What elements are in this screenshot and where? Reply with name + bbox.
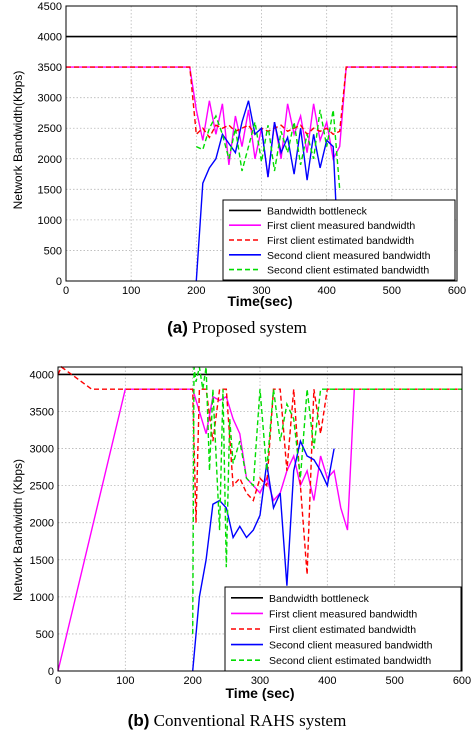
x-tick-label: 600 bbox=[448, 285, 466, 297]
caption-a-text: Proposed system bbox=[192, 318, 307, 337]
caption-b-text: Conventional RAHS system bbox=[153, 711, 347, 730]
legend-label: Bandwidth bottleneck bbox=[267, 205, 368, 217]
legend-label: Second client measured bandwidth bbox=[267, 250, 431, 262]
x-tick-label: 300 bbox=[251, 675, 269, 687]
legend-label: Second client measured bandwidth bbox=[269, 640, 433, 652]
x-tick-label: 300 bbox=[252, 285, 270, 297]
y-tick-label: 4000 bbox=[30, 369, 54, 381]
x-tick-label: 200 bbox=[187, 285, 205, 297]
legend-label: First client measured bandwidth bbox=[267, 220, 415, 232]
x-tick-label: 400 bbox=[318, 675, 336, 687]
x-tick-label: 0 bbox=[63, 285, 69, 297]
y-tick-label: 2500 bbox=[30, 481, 54, 493]
y-tick-label: 4000 bbox=[38, 32, 62, 44]
x-tick-label: 200 bbox=[183, 675, 201, 687]
series-line-second-estimated bbox=[196, 109, 341, 190]
y-tick-label: 1000 bbox=[30, 592, 54, 604]
legend-label: First client estimated bandwidth bbox=[267, 235, 414, 247]
y-tick-label: 2000 bbox=[38, 154, 62, 166]
y-tick-label: 1000 bbox=[38, 215, 62, 227]
y-tick-label: 500 bbox=[44, 245, 62, 257]
y-tick-label: 2500 bbox=[38, 123, 62, 135]
x-tick-label: 500 bbox=[383, 285, 401, 297]
x-tick-label: 600 bbox=[453, 675, 471, 687]
x-tick-label: 500 bbox=[385, 675, 403, 687]
y-tick-label: 1500 bbox=[30, 555, 54, 567]
y-tick-label: 500 bbox=[36, 629, 54, 641]
legend-box bbox=[222, 199, 456, 281]
y-tick-label: 3500 bbox=[30, 406, 54, 418]
x-tick-label: 100 bbox=[122, 285, 140, 297]
legend-label: Second client estimated bandwidth bbox=[267, 265, 429, 277]
series-line-second-measured bbox=[192, 438, 335, 672]
chart-b-xlabel: Time (sec) bbox=[226, 685, 295, 701]
series-line-first-estimated bbox=[57, 365, 462, 575]
y-tick-label: 3000 bbox=[38, 93, 62, 105]
y-tick-label: 2000 bbox=[30, 518, 54, 530]
legend-label: Bandwidth bottleneck bbox=[269, 593, 370, 605]
x-tick-label: 0 bbox=[55, 675, 61, 687]
y-tick-label: 3500 bbox=[38, 62, 62, 74]
caption-a: (a) Proposed system bbox=[0, 318, 474, 338]
legend-label: Second client estimated bandwidth bbox=[269, 655, 431, 667]
y-tick-label: 1500 bbox=[38, 184, 62, 196]
x-tick-label: 100 bbox=[116, 675, 134, 687]
legend-label: First client measured bandwidth bbox=[269, 608, 417, 620]
caption-b-tag: (b) bbox=[127, 711, 150, 730]
x-tick-label: 400 bbox=[317, 285, 335, 297]
chart-a-ylabel: Network Bandwidth(Kbps) bbox=[11, 71, 25, 210]
chart-b-ylabel: Network Bandwidth (Kbps) bbox=[11, 459, 25, 601]
y-tick-label: 0 bbox=[48, 666, 54, 678]
chart-a: 0 100 200 300 400 500 600 0 500 1000 1500 2000 2500 3… bbox=[11, 1, 466, 309]
series-line-second-estimated bbox=[192, 366, 462, 634]
y-tick-label: 4500 bbox=[38, 1, 62, 13]
chart-a-xlabel: Time(sec) bbox=[227, 293, 292, 309]
chart-b: 0 100 200 300 400 500 600 0 500 1000 1500 2000 2500 3… bbox=[11, 365, 471, 701]
caption-a-tag: (a) bbox=[167, 318, 188, 337]
legend-box bbox=[224, 586, 462, 672]
y-tick-label: 0 bbox=[56, 276, 62, 288]
series-line-first-estimated bbox=[66, 66, 457, 139]
legend-label: First client estimated bandwidth bbox=[269, 624, 416, 636]
caption-b: (b) Conventional RAHS system bbox=[0, 711, 474, 731]
y-tick-label: 3000 bbox=[30, 444, 54, 456]
